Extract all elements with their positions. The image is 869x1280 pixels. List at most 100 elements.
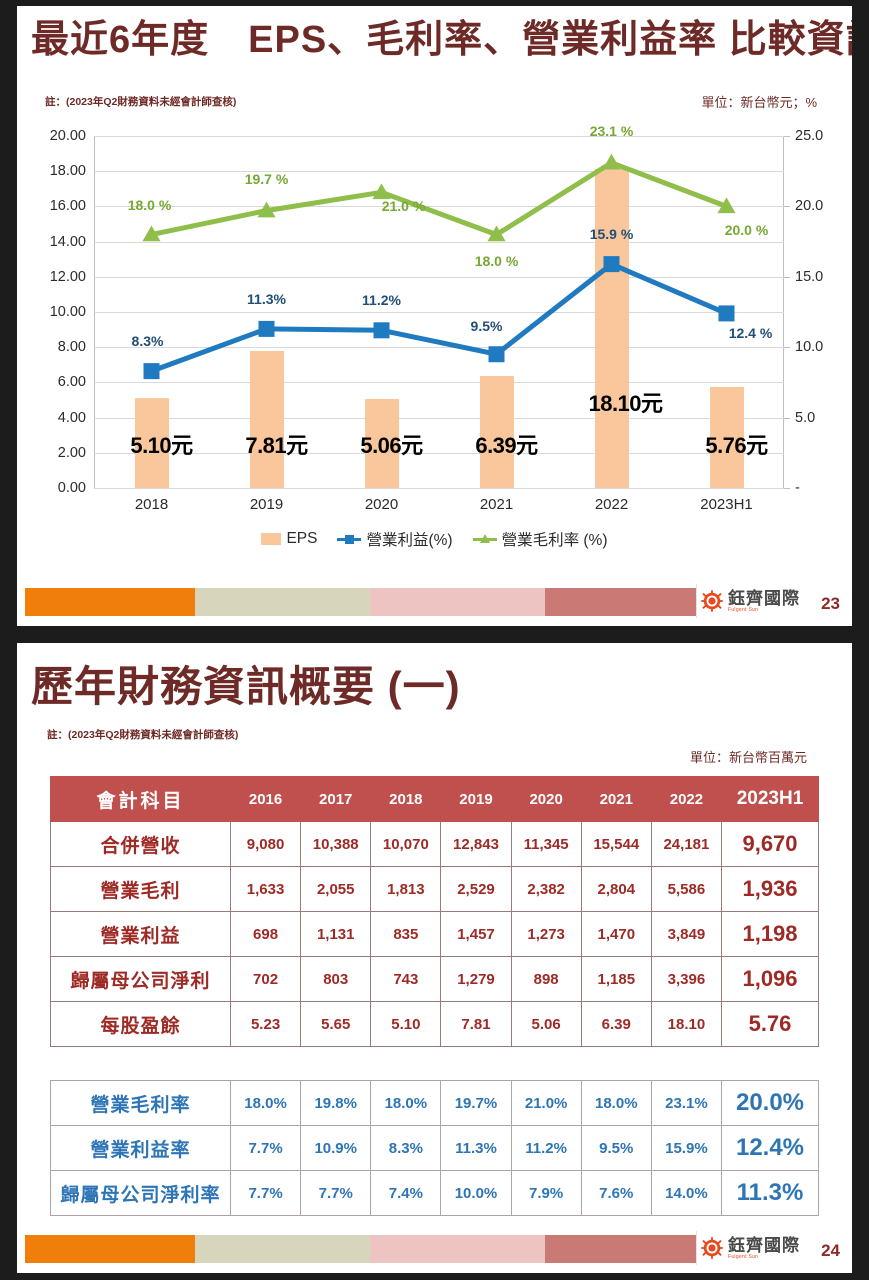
y-axis-left-tick: 4.00 — [57, 409, 86, 426]
table-cell: 12.4% — [721, 1125, 819, 1171]
data-point-marker — [487, 225, 506, 242]
gross-margin-label: 18.0 % — [474, 252, 519, 269]
financial-summary-table: 會計科目 2016 2017 2018 2019 2020 2021 2022 2023H1 合… — [50, 776, 819, 1047]
y-axis-right-tick: 5.0 — [795, 409, 816, 426]
y-axis-right-tick: - — [795, 480, 800, 496]
ratio-table: 營業毛利率 18.0% 19.8% 18.0% 19.7% 21.0% 18.0% 23.1%… — [50, 1080, 819, 1216]
y-axis-left-tick: 10.00 — [49, 304, 86, 320]
table-cell: 18.0% — [229, 1080, 302, 1126]
bar — [594, 169, 629, 488]
table-cell: 23.1% — [650, 1080, 723, 1126]
table-cell: 24,181 — [650, 821, 723, 867]
operating-margin-label: 11.2% — [362, 292, 401, 309]
x-axis-tick: 2020 — [364, 496, 399, 513]
legend-item: EPS — [261, 530, 317, 548]
bar — [364, 398, 399, 488]
gridline — [94, 206, 784, 208]
audit-note: 註：(2023年Q2財務資料未經會計師查核) — [45, 96, 237, 108]
footer-color-bar — [25, 1235, 720, 1263]
operating-margin-label: 8.3% — [131, 333, 164, 350]
table-cell: 8.3% — [370, 1125, 442, 1171]
table-cell: 7.4% — [370, 1170, 442, 1216]
table-row: 營業毛利 1,633 2,055 1,813 2,529 2,382 2,804 5,586 1… — [50, 866, 819, 912]
tick-mark — [784, 136, 790, 137]
logo-name-cn: 鈺齊國際 — [728, 588, 800, 608]
table-cell: 1,273 — [510, 911, 582, 957]
y-axis-left-tick: 2.00 — [57, 444, 86, 461]
slide-footer: 鈺齊國際 Fulgent Sun 23 — [17, 584, 852, 618]
data-point-marker — [602, 153, 621, 170]
gross-margin-markers — [142, 153, 736, 242]
table-row: 歸屬母公司淨利率 7.7% 7.7% 7.4% 10.0% 7.9% 7.6% 14.0% 11… — [50, 1170, 819, 1216]
color-bar-khaki — [195, 588, 370, 616]
logo-name-cn: 鈺齊國際 — [728, 1235, 800, 1255]
gear-icon — [701, 1237, 723, 1259]
color-bar-pink — [370, 588, 545, 616]
gridline — [94, 171, 784, 173]
x-axis-tick: 2021 — [479, 496, 514, 513]
operating-margin-label: 15.9 % — [589, 226, 634, 243]
line-series-svg — [142, 153, 736, 380]
x-axis-tick: 2018 — [134, 496, 169, 513]
tick-mark — [784, 276, 790, 278]
table-cell: 10,070 — [370, 821, 442, 867]
bar-value-label: 5.10元 — [130, 433, 193, 459]
tick-mark — [784, 206, 790, 208]
color-bar-orange — [25, 588, 195, 616]
table-cell: 9,080 — [229, 821, 302, 867]
table-cell: 1,457 — [440, 911, 512, 957]
operating-margin-label: 9.5% — [470, 318, 503, 335]
legend-label: 營業毛利率 (%) — [501, 532, 608, 549]
gridline — [94, 417, 784, 419]
company-logo: 鈺齊國際 Fulgent Sun — [696, 584, 806, 618]
column-header-year: 2021 — [580, 776, 652, 822]
column-header-year: 2023H1 — [721, 776, 819, 822]
legend-swatch — [472, 534, 497, 544]
gross-margin-label: 20.0 % — [724, 222, 769, 239]
chart-plot-area — [94, 136, 784, 489]
y-axis-right-tick: 15.0 — [795, 268, 824, 285]
bar-value-label: 5.76元 — [705, 433, 768, 459]
tick-mark — [784, 417, 790, 419]
table-cell: 743 — [370, 956, 442, 1002]
gridline — [94, 382, 784, 384]
table-cell: 20.0% — [721, 1080, 819, 1126]
table-body: 營業毛利率 18.0% 19.8% 18.0% 19.7% 21.0% 18.0% 23.1%… — [50, 1080, 819, 1216]
bar — [709, 386, 744, 488]
audit-note: 註：(2023年Q2財務資料未經會計師查核) — [47, 729, 239, 741]
tick-mark — [784, 488, 790, 489]
data-point-marker — [257, 201, 276, 218]
table-cell: 7.9% — [510, 1170, 582, 1216]
logo-name-en: Fulgent Sun — [728, 606, 759, 613]
y-axis-left-tick: 6.00 — [57, 374, 86, 391]
column-header-year: 2022 — [650, 776, 723, 822]
gross-margin-label: 23.1 % — [589, 122, 634, 139]
table-cell: 9,670 — [721, 821, 819, 867]
y-axis-left-tick: 0.00 — [57, 480, 86, 496]
column-header-year: 2019 — [440, 776, 512, 822]
data-point-marker — [603, 256, 620, 273]
table-cell: 12,843 — [440, 821, 512, 867]
table-cell: 1,633 — [229, 866, 302, 912]
table-cell: 21.0% — [510, 1080, 582, 1126]
row-label: 合併營收 — [50, 821, 231, 867]
column-header-year: 2016 — [229, 776, 302, 822]
table-cell: 15,544 — [580, 821, 652, 867]
table-cell: 7.7% — [229, 1170, 302, 1216]
legend-label: 營業利益(%) — [366, 532, 453, 549]
table-cell: 18.10 — [650, 1001, 723, 1047]
y-axis-right-tick: 20.0 — [795, 198, 824, 215]
logo-text: 鈺齊國際 Fulgent Sun — [728, 1237, 800, 1260]
table-cell: 5.23 — [229, 1001, 302, 1047]
eps-margin-chart: 0.00 2.00 4.00 6.00 8.00 10.00 12.00 14.00 16.00… — [17, 122, 852, 554]
y-axis-right-tick: 10.0 — [795, 339, 824, 356]
unit-label: 單位：新台幣元；% — [701, 95, 817, 110]
gross-margin-label: 21.0 % — [381, 198, 426, 215]
page-number: 23 — [821, 594, 840, 613]
table-cell: 7.81 — [440, 1001, 512, 1047]
table-cell: 11.2% — [510, 1125, 582, 1171]
table-cell: 7.6% — [580, 1170, 652, 1216]
table-cell: 5.76 — [721, 1001, 819, 1047]
footer-color-bar — [25, 588, 720, 616]
